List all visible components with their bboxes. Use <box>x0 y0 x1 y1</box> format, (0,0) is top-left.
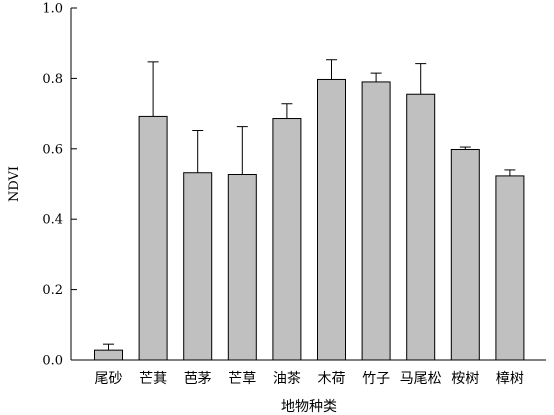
x-tick-label: 樟树 <box>496 370 524 387</box>
y-tick-label: 0.6 <box>42 142 63 157</box>
bar <box>183 172 213 361</box>
x-tick-label: 油茶 <box>273 371 301 387</box>
x-tick-labels: 尾砂 芒萁 芭茅 芒草 油茶 木荷 竹子 马尾松 桉树 樟树 <box>95 370 524 387</box>
x-tick-label: 芒萁 <box>139 371 167 387</box>
bar <box>406 93 436 361</box>
bar <box>272 118 302 361</box>
y-tick-label: 0.4 <box>42 213 63 228</box>
x-tick-label: 尾砂 <box>95 371 123 387</box>
y-tick-label: 0.0 <box>42 354 63 369</box>
x-tick-label: 桉树 <box>451 371 479 387</box>
x-tick-label: 芭茅 <box>184 370 212 387</box>
y-ticks: 0.0 0.2 0.4 0.6 0.8 1.0 <box>42 2 77 369</box>
y-axis-title: NDVI <box>7 166 22 202</box>
bars <box>94 78 525 361</box>
bar <box>227 173 257 361</box>
x-tick-label: 竹子 <box>362 371 390 387</box>
bar <box>317 78 346 361</box>
y-tick-label: 0.2 <box>42 283 63 298</box>
plot-area: 0.0 0.2 0.4 0.6 0.8 1.0 尾砂 芒萁 芭茅 芒草 油茶 木荷 竹子 马尾松 桉树 樟树 <box>42 2 546 387</box>
bar <box>495 175 525 361</box>
x-tick-label: 马尾松 <box>400 371 442 387</box>
bar <box>138 115 168 361</box>
y-tick-label: 1.0 <box>42 2 63 17</box>
bar <box>361 81 391 361</box>
bar <box>94 349 123 361</box>
y-tick-label: 0.8 <box>42 72 63 87</box>
x-tick-label: 芒草 <box>228 371 256 387</box>
x-tick-label: 木荷 <box>318 371 346 387</box>
bar <box>450 149 480 361</box>
x-axis-title: 地物种类 <box>281 399 337 415</box>
error-bars <box>103 59 516 351</box>
